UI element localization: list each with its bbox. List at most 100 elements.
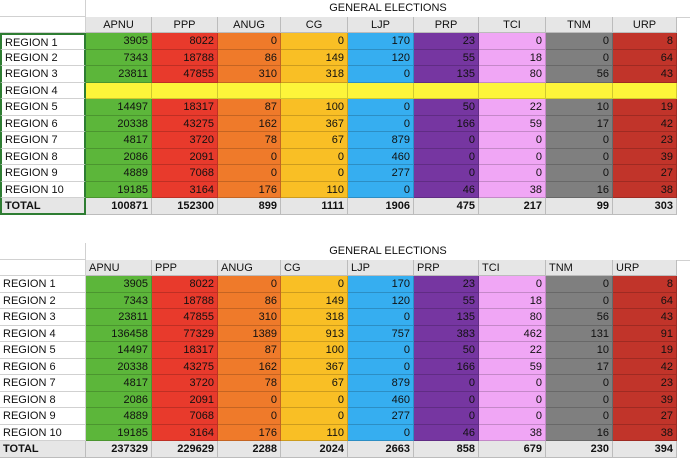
vote-cell-cg[interactable] [281, 82, 348, 99]
vote-cell-ppp[interactable]: 77329 [152, 325, 218, 342]
vote-cell-ppp[interactable]: 8022 [152, 33, 218, 50]
header-urp[interactable]: URP [613, 16, 677, 33]
total-cell-ljp[interactable]: 1906 [348, 198, 414, 215]
total-cell-tnm[interactable]: 230 [546, 441, 613, 458]
vote-cell-urp[interactable]: 23 [613, 132, 677, 149]
vote-cell-cg[interactable]: 67 [281, 375, 348, 392]
vote-cell-ppp[interactable]: 7068 [152, 165, 218, 182]
vote-cell-ppp[interactable]: 47855 [152, 309, 218, 326]
region-label[interactable]: REGION 4 [0, 325, 86, 342]
blank-cell[interactable] [0, 243, 86, 260]
vote-cell-ljp[interactable]: 170 [348, 33, 414, 50]
vote-cell-tnm[interactable]: 17 [546, 358, 613, 375]
vote-cell-prp[interactable]: 55 [414, 292, 479, 309]
vote-cell-tnm[interactable]: 56 [546, 309, 613, 326]
vote-cell-ljp[interactable]: 120 [348, 49, 414, 66]
vote-cell-tci[interactable]: 38 [479, 181, 546, 198]
total-cell-apnu[interactable]: 100871 [86, 198, 152, 215]
vote-cell-apnu[interactable]: 4817 [86, 132, 152, 149]
total-cell-cg[interactable]: 2024 [281, 441, 348, 458]
blank-cell[interactable] [0, 259, 86, 276]
vote-cell-apnu[interactable]: 20338 [86, 358, 152, 375]
vote-cell-prp[interactable]: 0 [414, 165, 479, 182]
vote-cell-prp[interactable]: 135 [414, 66, 479, 83]
vote-cell-ljp[interactable]: 460 [348, 391, 414, 408]
vote-cell-anug[interactable]: 0 [218, 165, 281, 182]
vote-cell-tnm[interactable]: 0 [546, 132, 613, 149]
vote-cell-cg[interactable]: 110 [281, 424, 348, 441]
vote-cell-urp[interactable]: 38 [613, 424, 677, 441]
region-label[interactable]: REGION 9 [0, 408, 86, 425]
vote-cell-urp[interactable]: 8 [613, 33, 677, 50]
header-anug[interactable]: ANUG [218, 16, 281, 33]
vote-cell-anug[interactable] [218, 82, 281, 99]
vote-cell-tnm[interactable]: 0 [546, 276, 613, 293]
vote-cell-tnm[interactable]: 17 [546, 115, 613, 132]
total-cell-urp[interactable]: 394 [613, 441, 677, 458]
vote-cell-tci[interactable]: 22 [479, 99, 546, 116]
vote-cell-tci[interactable]: 0 [479, 408, 546, 425]
vote-cell-ljp[interactable]: 757 [348, 325, 414, 342]
vote-cell-tnm[interactable]: 0 [546, 292, 613, 309]
vote-cell-anug[interactable]: 0 [218, 391, 281, 408]
vote-cell-ljp[interactable]: 0 [348, 309, 414, 326]
vote-cell-ljp[interactable]: 879 [348, 375, 414, 392]
vote-cell-ppp[interactable]: 3164 [152, 424, 218, 441]
vote-cell-tnm[interactable]: 0 [546, 33, 613, 50]
vote-cell-cg[interactable]: 0 [281, 276, 348, 293]
vote-cell-urp[interactable]: 64 [613, 292, 677, 309]
vote-cell-prp[interactable]: 23 [414, 276, 479, 293]
total-cell-anug[interactable]: 2288 [218, 441, 281, 458]
vote-cell-apnu[interactable]: 14497 [86, 99, 152, 116]
vote-cell-tci[interactable]: 0 [479, 375, 546, 392]
vote-cell-anug[interactable]: 87 [218, 99, 281, 116]
vote-cell-apnu[interactable]: 3905 [86, 33, 152, 50]
vote-cell-tci[interactable]: 18 [479, 49, 546, 66]
vote-cell-anug[interactable]: 0 [218, 33, 281, 50]
region-label[interactable]: REGION 2 [0, 49, 86, 66]
header-apnu[interactable]: APNU [86, 16, 152, 33]
header-ljp[interactable]: LJP [348, 16, 414, 33]
total-cell-prp[interactable]: 858 [414, 441, 479, 458]
vote-cell-prp[interactable]: 166 [414, 115, 479, 132]
header-ppp[interactable]: PPP [152, 259, 218, 276]
vote-cell-ppp[interactable]: 8022 [152, 276, 218, 293]
vote-cell-anug[interactable]: 162 [218, 115, 281, 132]
vote-cell-prp[interactable]: 383 [414, 325, 479, 342]
vote-cell-apnu[interactable]: 7343 [86, 292, 152, 309]
header-prp[interactable]: PRP [414, 259, 479, 276]
region-label[interactable]: REGION 3 [0, 66, 86, 83]
vote-cell-anug[interactable]: 310 [218, 309, 281, 326]
vote-cell-anug[interactable]: 87 [218, 342, 281, 359]
region-label[interactable]: REGION 7 [0, 375, 86, 392]
total-cell-prp[interactable]: 475 [414, 198, 479, 215]
vote-cell-cg[interactable]: 100 [281, 342, 348, 359]
vote-cell-apnu[interactable]: 136458 [86, 325, 152, 342]
header-ljp[interactable]: LJP [348, 259, 414, 276]
header-anug[interactable]: ANUG [218, 259, 281, 276]
vote-cell-prp[interactable]: 23 [414, 33, 479, 50]
vote-cell-apnu[interactable]: 4889 [86, 165, 152, 182]
vote-cell-ljp[interactable] [348, 82, 414, 99]
vote-cell-prp[interactable]: 0 [414, 132, 479, 149]
vote-cell-ppp[interactable]: 18317 [152, 99, 218, 116]
vote-cell-cg[interactable]: 318 [281, 66, 348, 83]
vote-cell-tnm[interactable]: 0 [546, 148, 613, 165]
vote-cell-tnm[interactable]: 16 [546, 181, 613, 198]
vote-cell-apnu[interactable]: 2086 [86, 391, 152, 408]
vote-cell-urp[interactable]: 38 [613, 181, 677, 198]
vote-cell-urp[interactable] [613, 82, 677, 99]
vote-cell-urp[interactable]: 43 [613, 309, 677, 326]
vote-cell-anug[interactable]: 162 [218, 358, 281, 375]
header-tnm[interactable]: TNM [546, 16, 613, 33]
vote-cell-apnu[interactable]: 7343 [86, 49, 152, 66]
vote-cell-tnm[interactable]: 0 [546, 165, 613, 182]
vote-cell-cg[interactable]: 100 [281, 99, 348, 116]
vote-cell-tci[interactable]: 38 [479, 424, 546, 441]
vote-cell-cg[interactable]: 367 [281, 358, 348, 375]
vote-cell-tci[interactable]: 0 [479, 148, 546, 165]
header-tci[interactable]: TCI [479, 259, 546, 276]
vote-cell-cg[interactable]: 110 [281, 181, 348, 198]
total-cell-tnm[interactable]: 99 [546, 198, 613, 215]
vote-cell-anug[interactable]: 0 [218, 408, 281, 425]
